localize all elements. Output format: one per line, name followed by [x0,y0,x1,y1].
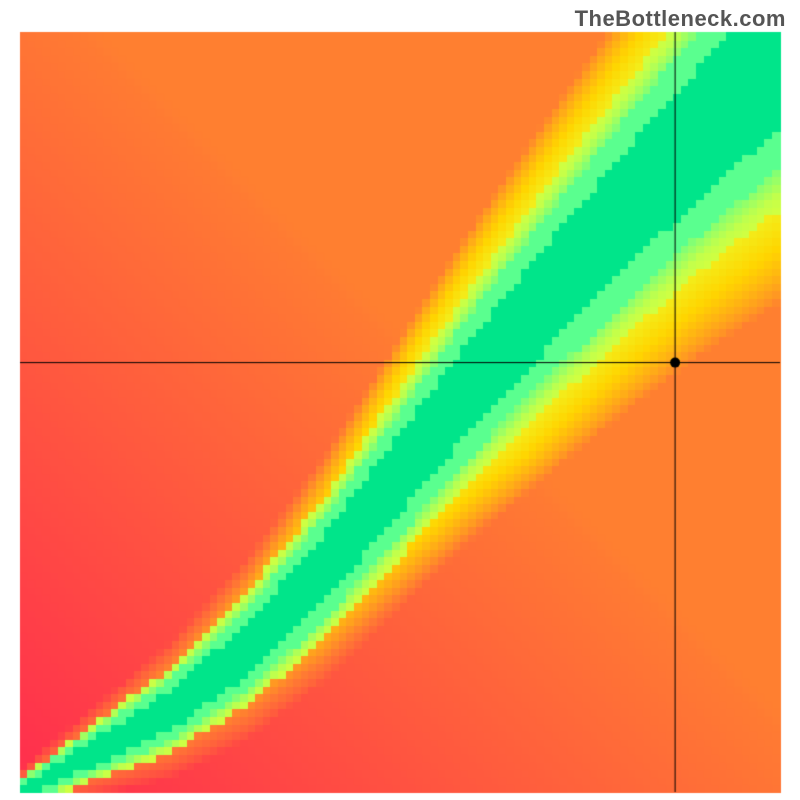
chart-container: TheBottleneck.com [0,0,800,800]
watermark-text: TheBottleneck.com [575,6,786,32]
bottleneck-heatmap [0,0,800,800]
